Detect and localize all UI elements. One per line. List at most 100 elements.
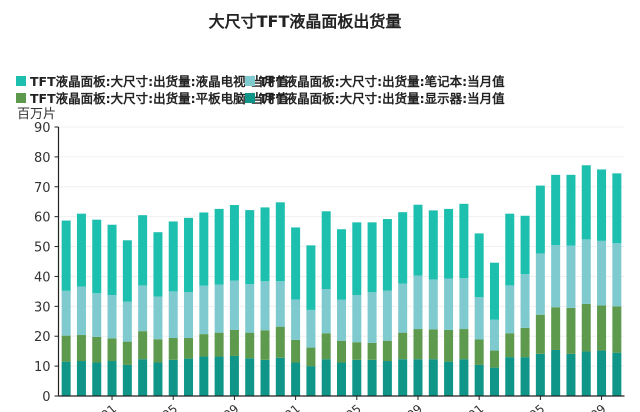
y-tick-label: 70 xyxy=(34,181,51,196)
bar-segment xyxy=(382,340,392,362)
bar-segment xyxy=(459,359,469,396)
bar-segment xyxy=(337,340,346,363)
bar-segment xyxy=(505,285,515,334)
legend-item-notebook[interactable]: TFT液晶面板:大尺寸:出货量:笔记本:当月值 xyxy=(245,71,505,90)
bar-segment xyxy=(168,359,178,396)
bar-segment xyxy=(138,359,148,396)
y-axis-unit: 百万片 xyxy=(17,107,57,122)
bar-segment xyxy=(153,362,163,396)
bar-segment xyxy=(168,291,178,339)
legend-swatch-icon xyxy=(245,75,255,86)
x-tick-label: 05 xyxy=(527,402,548,412)
bar-segment xyxy=(520,274,530,328)
bar-segment xyxy=(535,314,545,354)
bar-segment xyxy=(107,224,117,295)
bar-segment xyxy=(597,350,607,396)
bar-segment xyxy=(581,239,591,304)
legend-item-tablet[interactable]: TFT液晶面板:大尺寸:出货量:平板电脑:当月值 xyxy=(16,88,288,107)
bar-segment xyxy=(92,336,102,363)
bar-segment xyxy=(199,356,209,396)
bar-segment xyxy=(260,207,270,282)
bar-segment xyxy=(76,361,86,396)
bar-segment xyxy=(107,338,117,362)
bar-segment xyxy=(551,245,561,308)
bar-segment xyxy=(214,356,224,396)
bar-segment xyxy=(61,361,71,396)
bar-segment xyxy=(275,281,285,327)
x-tick-label: 01 xyxy=(98,402,119,412)
bar-segment xyxy=(168,221,178,292)
bar-segment xyxy=(138,331,148,360)
bar-segment xyxy=(581,351,591,396)
legend-swatch-icon xyxy=(245,92,255,103)
bar-segment xyxy=(566,353,576,396)
legend-item-tv[interactable]: TFT液晶面板:大尺寸:出货量:液晶电视:当月值 xyxy=(16,71,288,90)
x-tick-label: 05 xyxy=(160,402,181,412)
bar-segment xyxy=(352,222,362,295)
bar-segment xyxy=(551,307,561,350)
bar-segment xyxy=(382,290,392,341)
bar-segment xyxy=(444,208,454,279)
bar-segment xyxy=(520,215,530,275)
bar-segment xyxy=(260,330,270,360)
x-tick-label: 09 xyxy=(404,402,425,412)
bar-segment xyxy=(92,293,102,337)
bar-segment xyxy=(352,294,362,343)
bar-segment xyxy=(581,303,591,352)
x-tick-label: 05 xyxy=(343,402,364,412)
bar-segment xyxy=(199,285,209,335)
bar-segment xyxy=(337,299,346,341)
bar-segment xyxy=(581,165,591,240)
bar-segment xyxy=(413,329,423,360)
bar-segment xyxy=(505,213,515,286)
bar-segment xyxy=(489,367,499,396)
bar-segment xyxy=(444,361,454,396)
bar-segment xyxy=(428,359,438,396)
x-tick-label: 09 xyxy=(588,402,609,412)
legend-label: TFT液晶面板:大尺寸:出货量:笔记本:当月值 xyxy=(259,74,505,89)
bar-segment xyxy=(184,291,194,339)
bar-segment xyxy=(245,284,255,333)
bar-segment xyxy=(337,229,346,300)
bar-segment xyxy=(229,355,239,396)
bar-segment xyxy=(428,329,438,360)
bar-segment xyxy=(489,319,499,351)
bar-segment xyxy=(520,327,530,358)
bar-segment xyxy=(520,357,530,396)
bar-segment xyxy=(489,262,499,320)
y-tick-label: 30 xyxy=(34,300,51,315)
bar-segment xyxy=(597,240,607,306)
legend-item-monitor[interactable]: TFT液晶面板:大尺寸:出货量:显示器:当月值 xyxy=(245,88,505,107)
bar-segment xyxy=(260,359,270,396)
bar-segment xyxy=(428,210,438,280)
y-tick-label: 0 xyxy=(42,390,50,405)
bar-segment xyxy=(428,279,438,330)
bar-segment xyxy=(275,202,285,282)
bar-segment xyxy=(306,366,316,396)
bar-segment xyxy=(291,227,301,300)
bar-segment xyxy=(566,307,576,354)
bar-segment xyxy=(76,286,86,336)
bar-segment xyxy=(61,335,71,362)
bar-segment xyxy=(459,329,469,360)
bar-segment xyxy=(153,339,163,363)
bar-segment xyxy=(260,281,270,331)
bar-segment xyxy=(474,339,484,365)
bar-segment xyxy=(92,219,102,294)
bar-segment xyxy=(92,362,102,396)
bar-segment xyxy=(107,294,117,339)
bar-segment xyxy=(321,211,331,289)
bar-segment xyxy=(122,301,132,342)
bar-segment xyxy=(122,341,132,365)
bar-segment xyxy=(474,297,484,340)
y-tick-label: 50 xyxy=(34,241,51,256)
bar-segment xyxy=(551,174,561,246)
bar-segment xyxy=(245,210,255,285)
bar-segment xyxy=(245,332,255,359)
y-tick-label: 10 xyxy=(34,360,51,375)
bar-segment xyxy=(566,174,576,246)
bar-segment xyxy=(138,215,148,286)
bar-segment xyxy=(107,361,117,396)
bar-segment xyxy=(398,212,408,284)
bar-segment xyxy=(275,357,285,396)
